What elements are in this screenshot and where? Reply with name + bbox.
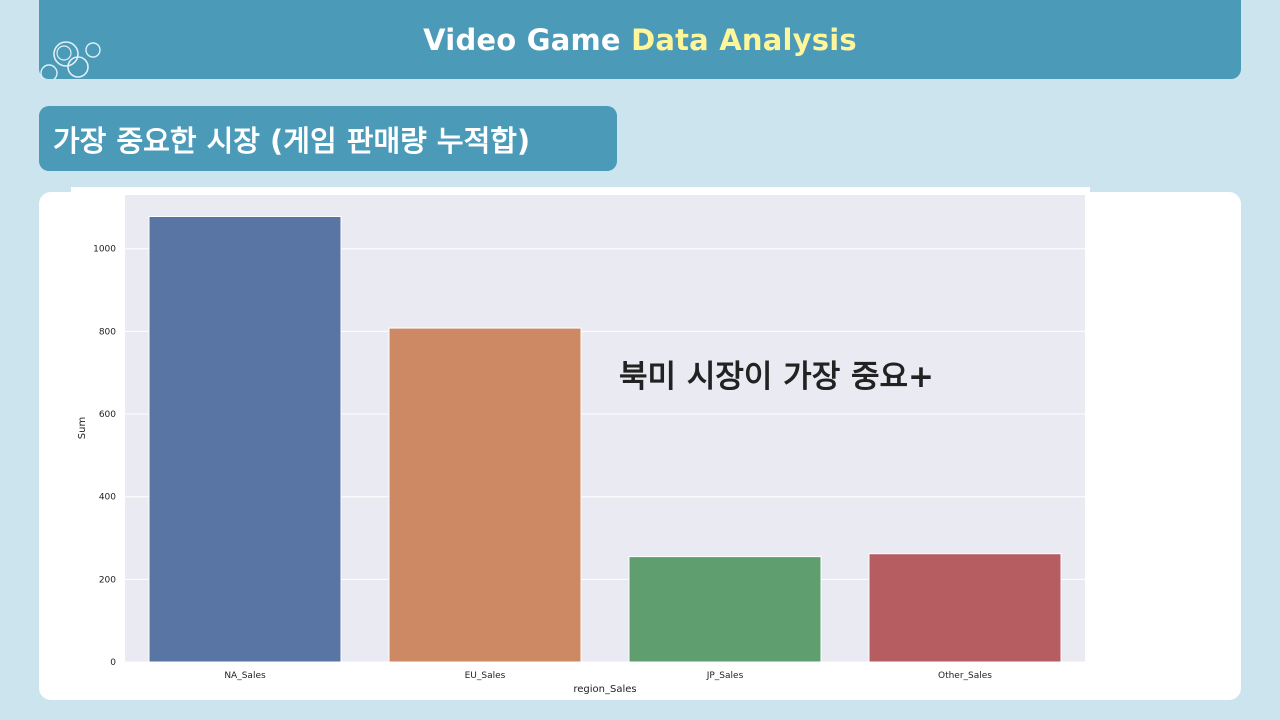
- bars: [148, 215, 1062, 663]
- header-banner: Video Game Data Analysis: [39, 0, 1241, 79]
- title-part-accent: Data Analysis: [631, 22, 857, 57]
- y-tick-labels: 0 200 400 600 800 1000: [93, 245, 116, 668]
- section-badge: 가장 중요한 시장 (게임 판매량 누적합): [39, 106, 617, 171]
- bar-eu-sales: [388, 327, 582, 663]
- title-part-main: Video Game: [423, 22, 621, 57]
- bar-other-sales: [868, 553, 1062, 663]
- x-tick-label: Other_Sales: [938, 671, 992, 681]
- chart-top-strip: [71, 187, 1090, 193]
- x-axis-label: region_Sales: [573, 684, 636, 695]
- chart-annotation: 북미 시장이 가장 중요+: [619, 359, 934, 395]
- bubbles-icon: [40, 41, 101, 79]
- y-tick-label: 600: [99, 410, 116, 420]
- y-tick-label: 0: [110, 658, 116, 668]
- section-title: 가장 중요한 시장 (게임 판매량 누적합): [53, 123, 531, 158]
- x-tick-labels: NA_Sales EU_Sales JP_Sales Other_Sales: [224, 671, 992, 681]
- page-title: Video Game Data Analysis: [423, 23, 857, 57]
- x-tick-label: NA_Sales: [224, 671, 266, 681]
- y-tick-label: 400: [99, 493, 116, 503]
- y-tick-label: 200: [99, 575, 116, 585]
- bar-na-sales: [148, 215, 342, 663]
- y-tick-label: 800: [99, 327, 116, 337]
- x-tick-label: EU_Sales: [465, 671, 506, 681]
- y-tick-label: 1000: [93, 245, 116, 255]
- y-axis-label: Sum: [77, 417, 88, 439]
- bar-jp-sales: [628, 556, 822, 663]
- x-tick-label: JP_Sales: [706, 671, 744, 681]
